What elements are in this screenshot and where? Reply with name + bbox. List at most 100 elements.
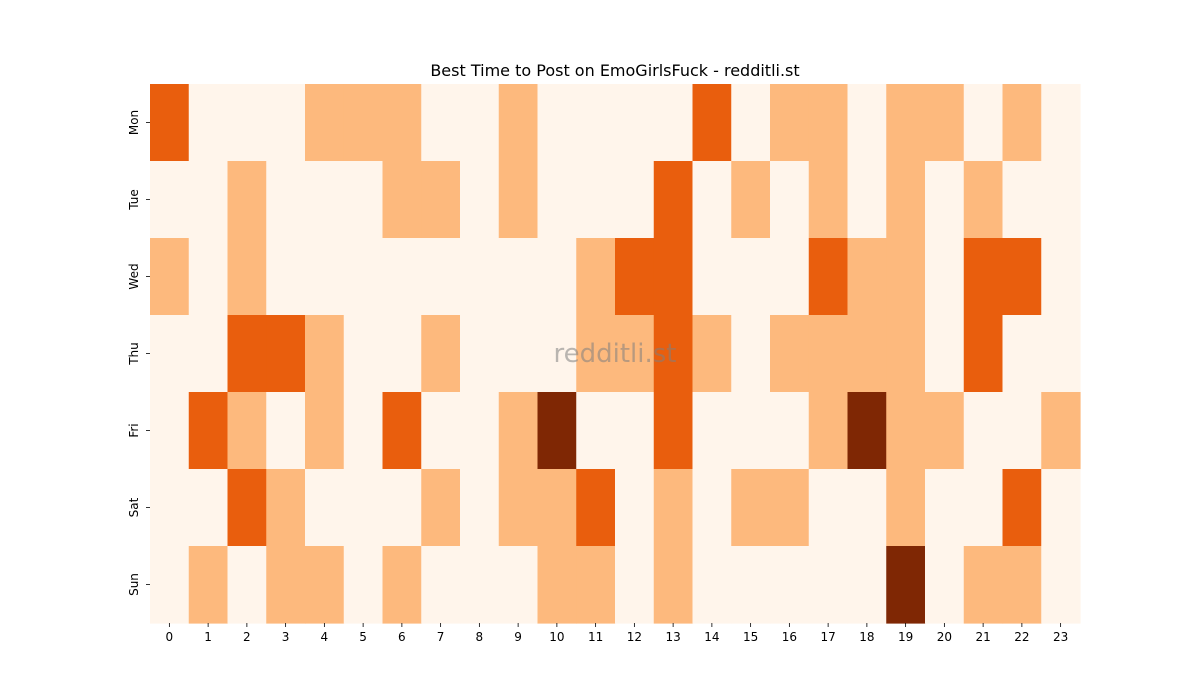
heatmap-cell-sun-0 <box>150 546 190 624</box>
heatmap-cell-sun-18 <box>847 546 887 624</box>
heatmap-cell-thu-0 <box>150 315 190 393</box>
heatmap-cell-sat-10 <box>537 469 577 547</box>
heatmap-cell-sun-7 <box>421 546 461 624</box>
heatmap-cell-wed-10 <box>537 238 577 316</box>
heatmap-cell-fri-19 <box>886 392 926 470</box>
heatmap-cell-wed-1 <box>188 238 229 316</box>
heatmap-cell-tue-20 <box>925 161 965 239</box>
x-tick-label: 6 <box>398 630 406 644</box>
heatmap-cell-wed-23 <box>1041 238 1081 316</box>
x-tick-label: 7 <box>437 630 445 644</box>
heatmap-cell-thu-3 <box>266 315 306 393</box>
heatmap-cell-sat-23 <box>1041 469 1081 547</box>
heatmap-cell-sun-21 <box>963 546 1004 624</box>
heatmap-cell-thu-22 <box>1002 315 1042 393</box>
heatmap-cell-mon-17 <box>808 84 849 162</box>
heatmap-cell-fri-2 <box>227 392 267 470</box>
heatmap-cell-thu-8 <box>460 315 500 393</box>
x-tick-label: 20 <box>937 630 952 644</box>
x-tick-label: 15 <box>743 630 758 644</box>
heatmap-cell-thu-1 <box>188 315 229 393</box>
heatmap-cell-wed-20 <box>925 238 965 316</box>
heatmap-cell-fri-1 <box>188 392 229 470</box>
heatmap-cell-tue-10 <box>537 161 577 239</box>
heatmap-cell-wed-21 <box>963 238 1004 316</box>
x-tick-label: 12 <box>627 630 642 644</box>
heatmap-cell-sun-17 <box>808 546 849 624</box>
heatmap-cell-fri-0 <box>150 392 190 470</box>
heatmap-cell-sun-15 <box>731 546 771 624</box>
heatmap-cell-thu-21 <box>963 315 1004 393</box>
heatmap-cell-mon-4 <box>305 84 345 162</box>
x-tick-label: 17 <box>820 630 835 644</box>
heatmap-cell-thu-13 <box>653 315 694 393</box>
heatmap-cell-wed-7 <box>421 238 461 316</box>
heatmap-cell-tue-15 <box>731 161 771 239</box>
heatmap-cell-sat-22 <box>1002 469 1042 547</box>
heatmap-cell-tue-5 <box>343 161 384 239</box>
heatmap-cell-wed-9 <box>498 238 539 316</box>
heatmap-cell-wed-6 <box>382 238 422 316</box>
heatmap-cell-mon-15 <box>731 84 771 162</box>
x-tick-label: 19 <box>898 630 913 644</box>
heatmap-cell-wed-12 <box>615 238 655 316</box>
x-tick-label: 1 <box>204 630 212 644</box>
heatmap-cell-sun-14 <box>692 546 732 624</box>
heatmap-cell-mon-10 <box>537 84 577 162</box>
heatmap-cell-tue-2 <box>227 161 267 239</box>
heatmap-cell-sun-22 <box>1002 546 1042 624</box>
heatmap-cell-mon-8 <box>460 84 500 162</box>
heatmap-cell-wed-22 <box>1002 238 1042 316</box>
watermark: redditli.st <box>554 339 677 369</box>
heatmap-cell-sat-5 <box>343 469 384 547</box>
heatmap-cell-sat-12 <box>615 469 655 547</box>
heatmap-cell-fri-17 <box>808 392 849 470</box>
heatmap-cell-sat-19 <box>886 469 926 547</box>
heatmap-cells <box>150 84 1081 624</box>
heatmap-cell-mon-18 <box>847 84 887 162</box>
heatmap-cell-sat-14 <box>692 469 732 547</box>
heatmap-cell-mon-21 <box>963 84 1004 162</box>
heatmap-cell-wed-16 <box>770 238 810 316</box>
heatmap-cell-tue-17 <box>808 161 849 239</box>
heatmap-cell-wed-14 <box>692 238 732 316</box>
heatmap-cell-wed-5 <box>343 238 384 316</box>
x-tick-label: 5 <box>359 630 367 644</box>
heatmap-cell-mon-22 <box>1002 84 1042 162</box>
heatmap-cell-fri-7 <box>421 392 461 470</box>
heatmap-cell-fri-20 <box>925 392 965 470</box>
heatmap-cell-sun-8 <box>460 546 500 624</box>
y-axis: Mon Tue Wed Thu Fri Sat Sun <box>127 110 150 596</box>
heatmap-cell-tue-13 <box>653 161 694 239</box>
heatmap-cell-sun-11 <box>576 546 616 624</box>
heatmap-cell-thu-10 <box>537 315 577 393</box>
heatmap-cell-mon-19 <box>886 84 926 162</box>
x-tick-label: 13 <box>665 630 680 644</box>
heatmap-cell-tue-3 <box>266 161 306 239</box>
heatmap-cell-thu-2 <box>227 315 267 393</box>
heatmap-cell-sat-16 <box>770 469 810 547</box>
heatmap-cell-wed-15 <box>731 238 771 316</box>
heatmap-cell-thu-7 <box>421 315 461 393</box>
heatmap-cell-thu-12 <box>615 315 655 393</box>
heatmap-cell-mon-11 <box>576 84 616 162</box>
heatmap-cell-mon-9 <box>498 84 539 162</box>
heatmap-cell-wed-11 <box>576 238 616 316</box>
heatmap-cell-tue-9 <box>498 161 539 239</box>
heatmap-cell-sat-4 <box>305 469 345 547</box>
heatmap-cell-thu-18 <box>847 315 887 393</box>
heatmap-cell-sun-9 <box>498 546 539 624</box>
heatmap-cell-sun-20 <box>925 546 965 624</box>
heatmap-cell-thu-20 <box>925 315 965 393</box>
heatmap-cell-tue-21 <box>963 161 1004 239</box>
heatmap-cell-wed-4 <box>305 238 345 316</box>
heatmap-cell-fri-4 <box>305 392 345 470</box>
heatmap-cell-mon-20 <box>925 84 965 162</box>
heatmap-cell-tue-12 <box>615 161 655 239</box>
heatmap-cell-thu-14 <box>692 315 732 393</box>
heatmap-cell-sat-1 <box>188 469 229 547</box>
x-tick-label: 14 <box>704 630 719 644</box>
heatmap-cell-fri-11 <box>576 392 616 470</box>
heatmap-cell-sun-23 <box>1041 546 1081 624</box>
